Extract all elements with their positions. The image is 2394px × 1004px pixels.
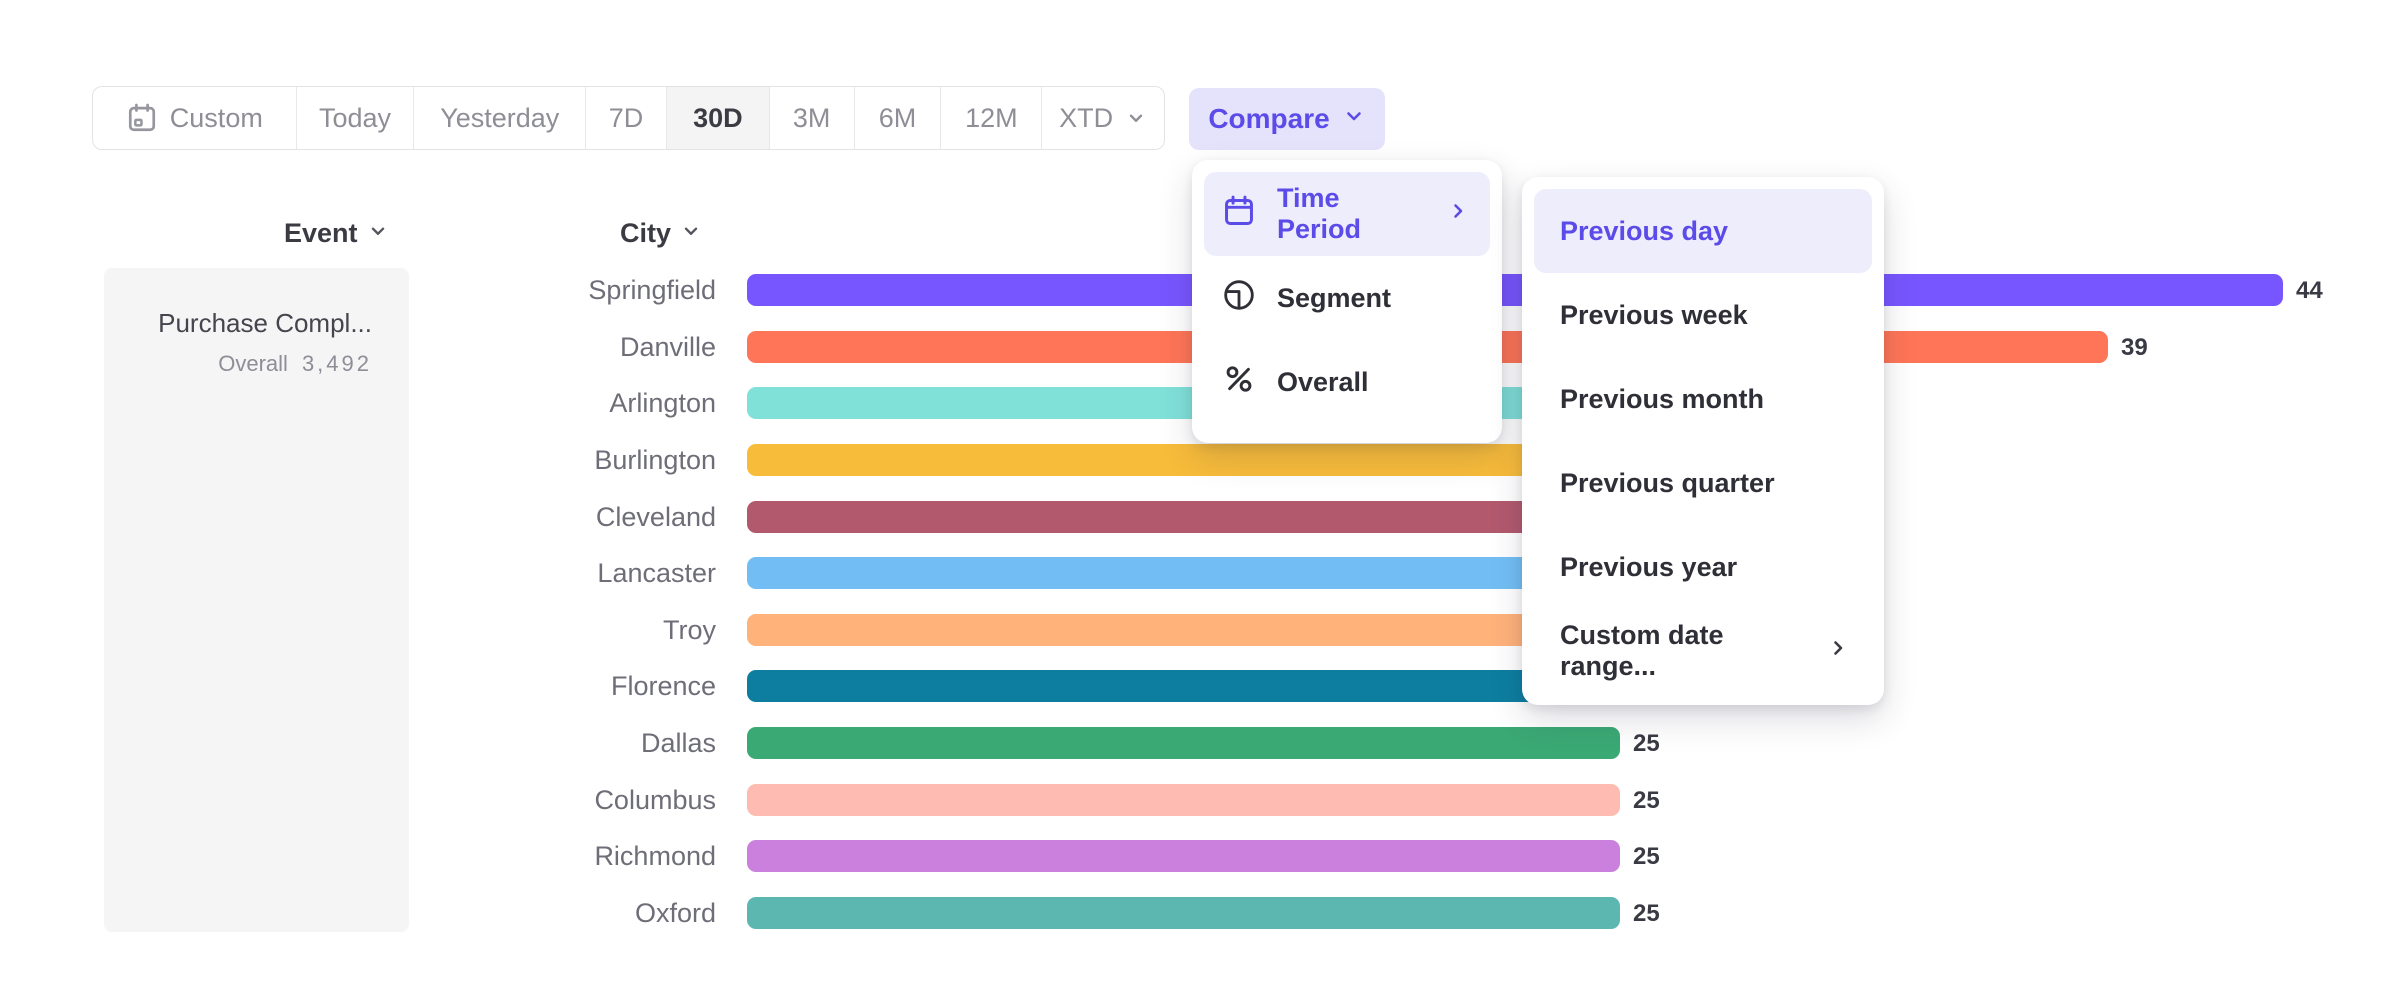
- date-range-label: 6M: [878, 102, 917, 133]
- menu-item-label: Segment: [1277, 282, 1392, 313]
- event-column-header[interactable]: Event: [284, 218, 389, 249]
- bar-value-richmond: 25: [1633, 843, 1660, 871]
- date-range-label: Yesterday: [440, 102, 560, 133]
- chevron-down-icon: [367, 218, 389, 249]
- bar-label-richmond: Richmond: [594, 841, 716, 872]
- bar-value-springfield: 44: [2296, 277, 2323, 304]
- date-range-today[interactable]: Today: [297, 87, 415, 149]
- date-range-yesterday[interactable]: Yesterday: [414, 87, 587, 149]
- submenu-item-custom-date-range[interactable]: Custom date range...: [1534, 609, 1872, 693]
- date-range-7d[interactable]: 7D: [586, 87, 667, 149]
- chevron-right-icon: [1826, 636, 1850, 667]
- bar-label-troy: Troy: [663, 614, 716, 645]
- chevron-down-icon: [1125, 107, 1147, 129]
- submenu-item-label: Previous month: [1560, 383, 1765, 414]
- bar-label-danville: Danville: [619, 331, 716, 362]
- date-range-12m[interactable]: 12M: [941, 87, 1043, 149]
- bar-label-lancaster: Lancaster: [597, 558, 716, 589]
- bar-label-dallas: Dallas: [640, 728, 716, 759]
- event-card[interactable]: Purchase Compl... Overall 3,492: [104, 268, 409, 932]
- date-range-custom[interactable]: Custom: [93, 87, 297, 149]
- submenu-item-previous-quarter[interactable]: Previous quarter: [1534, 441, 1872, 525]
- date-range-label: 3M: [792, 102, 831, 133]
- bar-value-columbus: 25: [1633, 786, 1660, 814]
- chevron-down-icon: [680, 218, 702, 249]
- submenu-item-label: Previous quarter: [1560, 467, 1775, 498]
- bar-label-florence: Florence: [610, 671, 716, 702]
- overall-label: Overall: [218, 351, 288, 376]
- date-range-label: Today: [318, 102, 392, 133]
- date-range-label: 7D: [608, 102, 644, 133]
- bar-richmond[interactable]: [747, 840, 1620, 873]
- bar-oxford[interactable]: [747, 897, 1620, 930]
- city-header-label: City: [620, 218, 672, 248]
- menu-item-overall[interactable]: Overall: [1204, 340, 1490, 424]
- bar-value-dallas: 25: [1633, 730, 1660, 758]
- calendar-icon: [126, 102, 158, 134]
- city-column-header[interactable]: City: [620, 218, 702, 249]
- event-name: Purchase Compl...: [158, 308, 372, 338]
- date-range-label: 12M: [965, 102, 1018, 133]
- bar-columbus[interactable]: [747, 783, 1620, 816]
- submenu-item-previous-week[interactable]: Previous week: [1534, 273, 1872, 357]
- date-range-toolbar: Custom Today Yesterday 7D 30D 3M 6M 12M XTD: [92, 86, 1165, 150]
- bar-label-springfield: Springfield: [588, 275, 716, 305]
- submenu-item-previous-year[interactable]: Previous year: [1534, 525, 1872, 609]
- bar-label-columbus: Columbus: [594, 784, 716, 815]
- event-overall: Overall 3,492: [104, 351, 372, 377]
- compare-dropdown-menu: Time Period Segment Overall: [1192, 160, 1502, 443]
- date-range-xtd[interactable]: XTD: [1042, 87, 1164, 149]
- submenu-item-label: Custom date range...: [1560, 620, 1724, 681]
- compare-button[interactable]: Compare: [1189, 88, 1385, 150]
- bar-label-burlington: Burlington: [594, 444, 716, 475]
- overall-value: 3,492: [301, 351, 372, 376]
- menu-item-time-period[interactable]: Time Period: [1204, 172, 1490, 256]
- submenu-item-previous-day[interactable]: Previous day: [1534, 189, 1872, 273]
- bar-label-cleveland: Cleveland: [595, 501, 716, 532]
- chevron-down-icon: [1342, 103, 1366, 135]
- date-range-30d[interactable]: 30D: [666, 87, 770, 149]
- menu-item-segment[interactable]: Segment: [1204, 256, 1490, 340]
- chevron-right-icon: [1446, 199, 1470, 230]
- time-period-submenu: Previous day Previous week Previous month P…: [1522, 177, 1884, 705]
- submenu-item-previous-month[interactable]: Previous month: [1534, 357, 1872, 441]
- menu-item-label: Time Period: [1277, 183, 1362, 244]
- bar-dallas[interactable]: [747, 727, 1620, 760]
- date-range-label: XTD: [1059, 102, 1114, 133]
- date-range-3m[interactable]: 3M: [770, 87, 855, 149]
- date-range-6m[interactable]: 6M: [855, 87, 942, 149]
- submenu-item-label: Previous year: [1560, 551, 1738, 582]
- calendar-line-icon: [1222, 194, 1256, 235]
- bar-label-oxford: Oxford: [634, 898, 716, 929]
- submenu-item-label: Previous day: [1560, 215, 1729, 246]
- bar-value-oxford: 25: [1633, 900, 1660, 928]
- bar-label-arlington: Arlington: [609, 388, 716, 419]
- date-range-label: Custom: [169, 102, 263, 133]
- segment-icon: [1222, 278, 1256, 319]
- menu-item-label: Overall: [1277, 366, 1369, 397]
- bar-value-danville: 39: [2121, 333, 2148, 361]
- submenu-item-label: Previous week: [1560, 299, 1748, 330]
- bar-springfield[interactable]: [747, 274, 2283, 306]
- event-header-label: Event: [284, 218, 358, 248]
- date-range-label: 30D: [693, 102, 743, 133]
- percent-icon: [1222, 362, 1256, 403]
- compare-button-label: Compare: [1208, 103, 1330, 134]
